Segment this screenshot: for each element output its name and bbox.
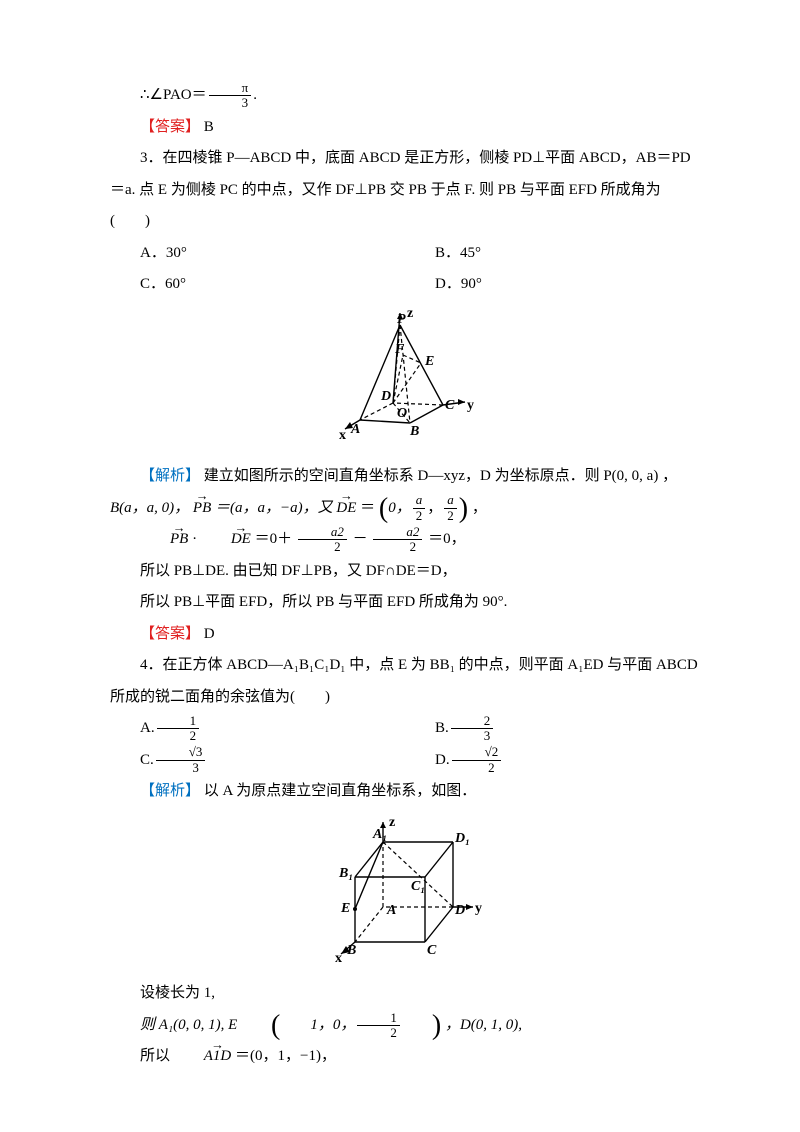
q4-analysis-l4: 所以 →A1D ＝(0，1，−1)， [110, 1041, 700, 1073]
q4-option-b: B.23 [405, 713, 700, 745]
answer-value-3: D [200, 626, 215, 642]
q4-option-c: C.√33 [110, 745, 405, 777]
line-angle-pao: ∴∠PAO＝π3. [110, 80, 700, 112]
point-e-coords: ( 1，0， 12 ) [241, 1010, 441, 1042]
q4-option-a: A.12 [110, 713, 405, 745]
vector-pb-2: →PB [140, 524, 188, 556]
svg-text:C: C [427, 943, 437, 958]
svg-text:E: E [424, 354, 434, 369]
q4-options-row1: A.12 B.23 [110, 713, 700, 745]
q3-option-a: A．30° [110, 238, 405, 270]
svg-text:C₁: C₁ [411, 879, 425, 894]
answer-1: 【答案】 B [110, 112, 700, 144]
q3-analysis-l5: 所以 PB⊥平面 EFD，所以 PB 与平面 EFD 所成角为 90°. [110, 587, 700, 619]
q4-options-row2: C.√33 D.√22 [110, 745, 700, 777]
figure-cube: A B C D A₁ B₁ C₁ D₁ E z y x [110, 812, 700, 975]
svg-text:P: P [397, 312, 406, 327]
svg-text:C: C [445, 398, 455, 413]
answer-value: B [200, 119, 214, 135]
svg-text:D: D [380, 389, 391, 404]
q3-options-row2: C．60° D．90° [110, 269, 700, 301]
svg-text:O: O [397, 406, 407, 421]
q4-option-d: D.√22 [405, 745, 700, 777]
svg-text:D₁: D₁ [454, 831, 470, 846]
svg-text:x: x [335, 951, 342, 962]
q3-analysis-l3: →PB · →DE ＝0＋ a22 － a22 ＝0， [110, 524, 700, 556]
svg-text:A₁: A₁ [372, 827, 387, 842]
svg-text:D: D [454, 903, 465, 918]
q3-option-d: D．90° [405, 269, 700, 301]
analysis-label: 【解析】 [140, 468, 200, 484]
svg-text:y: y [467, 398, 474, 413]
question-3-stem: 3．在四棱锥 P—ABCD 中，底面 ABCD 是正方形，侧棱 PD⊥平面 AB… [110, 143, 700, 238]
question-4-stem: 4．在正方体 ABCD—A₁B₁C₁D₁ 中，点 E 为 BB₁ 的中点，则平面… [110, 650, 700, 713]
pao-prefix: ∴∠PAO＝ [140, 87, 207, 103]
svg-text:z: z [389, 815, 395, 830]
q3-analysis-l2: B(a，a, 0)， →PB ＝(a，a，−a)，又 →DE ＝ ( 0， a2… [110, 493, 700, 525]
q3-option-c: C．60° [110, 269, 405, 301]
svg-text:B: B [409, 424, 419, 439]
analysis-label-4: 【解析】 [140, 783, 200, 799]
vector-de-2: →DE [201, 524, 251, 556]
svg-text:F: F [394, 342, 405, 357]
svg-text:A: A [350, 422, 360, 437]
figure-pyramid: P E F A B C D O z y x [110, 305, 700, 458]
svg-text:x: x [339, 428, 346, 443]
page-content: ∴∠PAO＝π3. 【答案】 B 3．在四棱锥 P—ABCD 中，底面 ABCD… [0, 0, 800, 1113]
answer-label: 【答案】 [140, 119, 200, 135]
svg-text:z: z [407, 306, 413, 321]
answer-label-3: 【答案】 [140, 626, 200, 642]
svg-text:B: B [346, 943, 356, 958]
vector-de: →DE [336, 493, 356, 525]
svg-text:y: y [475, 901, 482, 916]
answer-3: 【答案】 D [110, 619, 700, 651]
q4-analysis-l1: 【解析】 以 A 为原点建立空间直角坐标系，如图． [110, 776, 700, 808]
vector-de-value: ( 0， a2 ， a2 ) [379, 493, 468, 525]
svg-text:A: A [386, 903, 396, 918]
q4-analysis-l2: 设棱长为 1, [110, 978, 700, 1010]
frac-pi-3: π3 [209, 81, 252, 111]
q3-analysis-l4: 所以 PB⊥DE. 由已知 DF⊥PB，又 DF∩DE＝D， [110, 556, 700, 588]
q3-options-row1: A．30° B．45° [110, 238, 700, 270]
vector-a1d: →A1D [174, 1041, 232, 1073]
svg-text:B₁: B₁ [338, 866, 353, 881]
q3-option-b: B．45° [405, 238, 700, 270]
svg-text:E: E [340, 901, 350, 916]
